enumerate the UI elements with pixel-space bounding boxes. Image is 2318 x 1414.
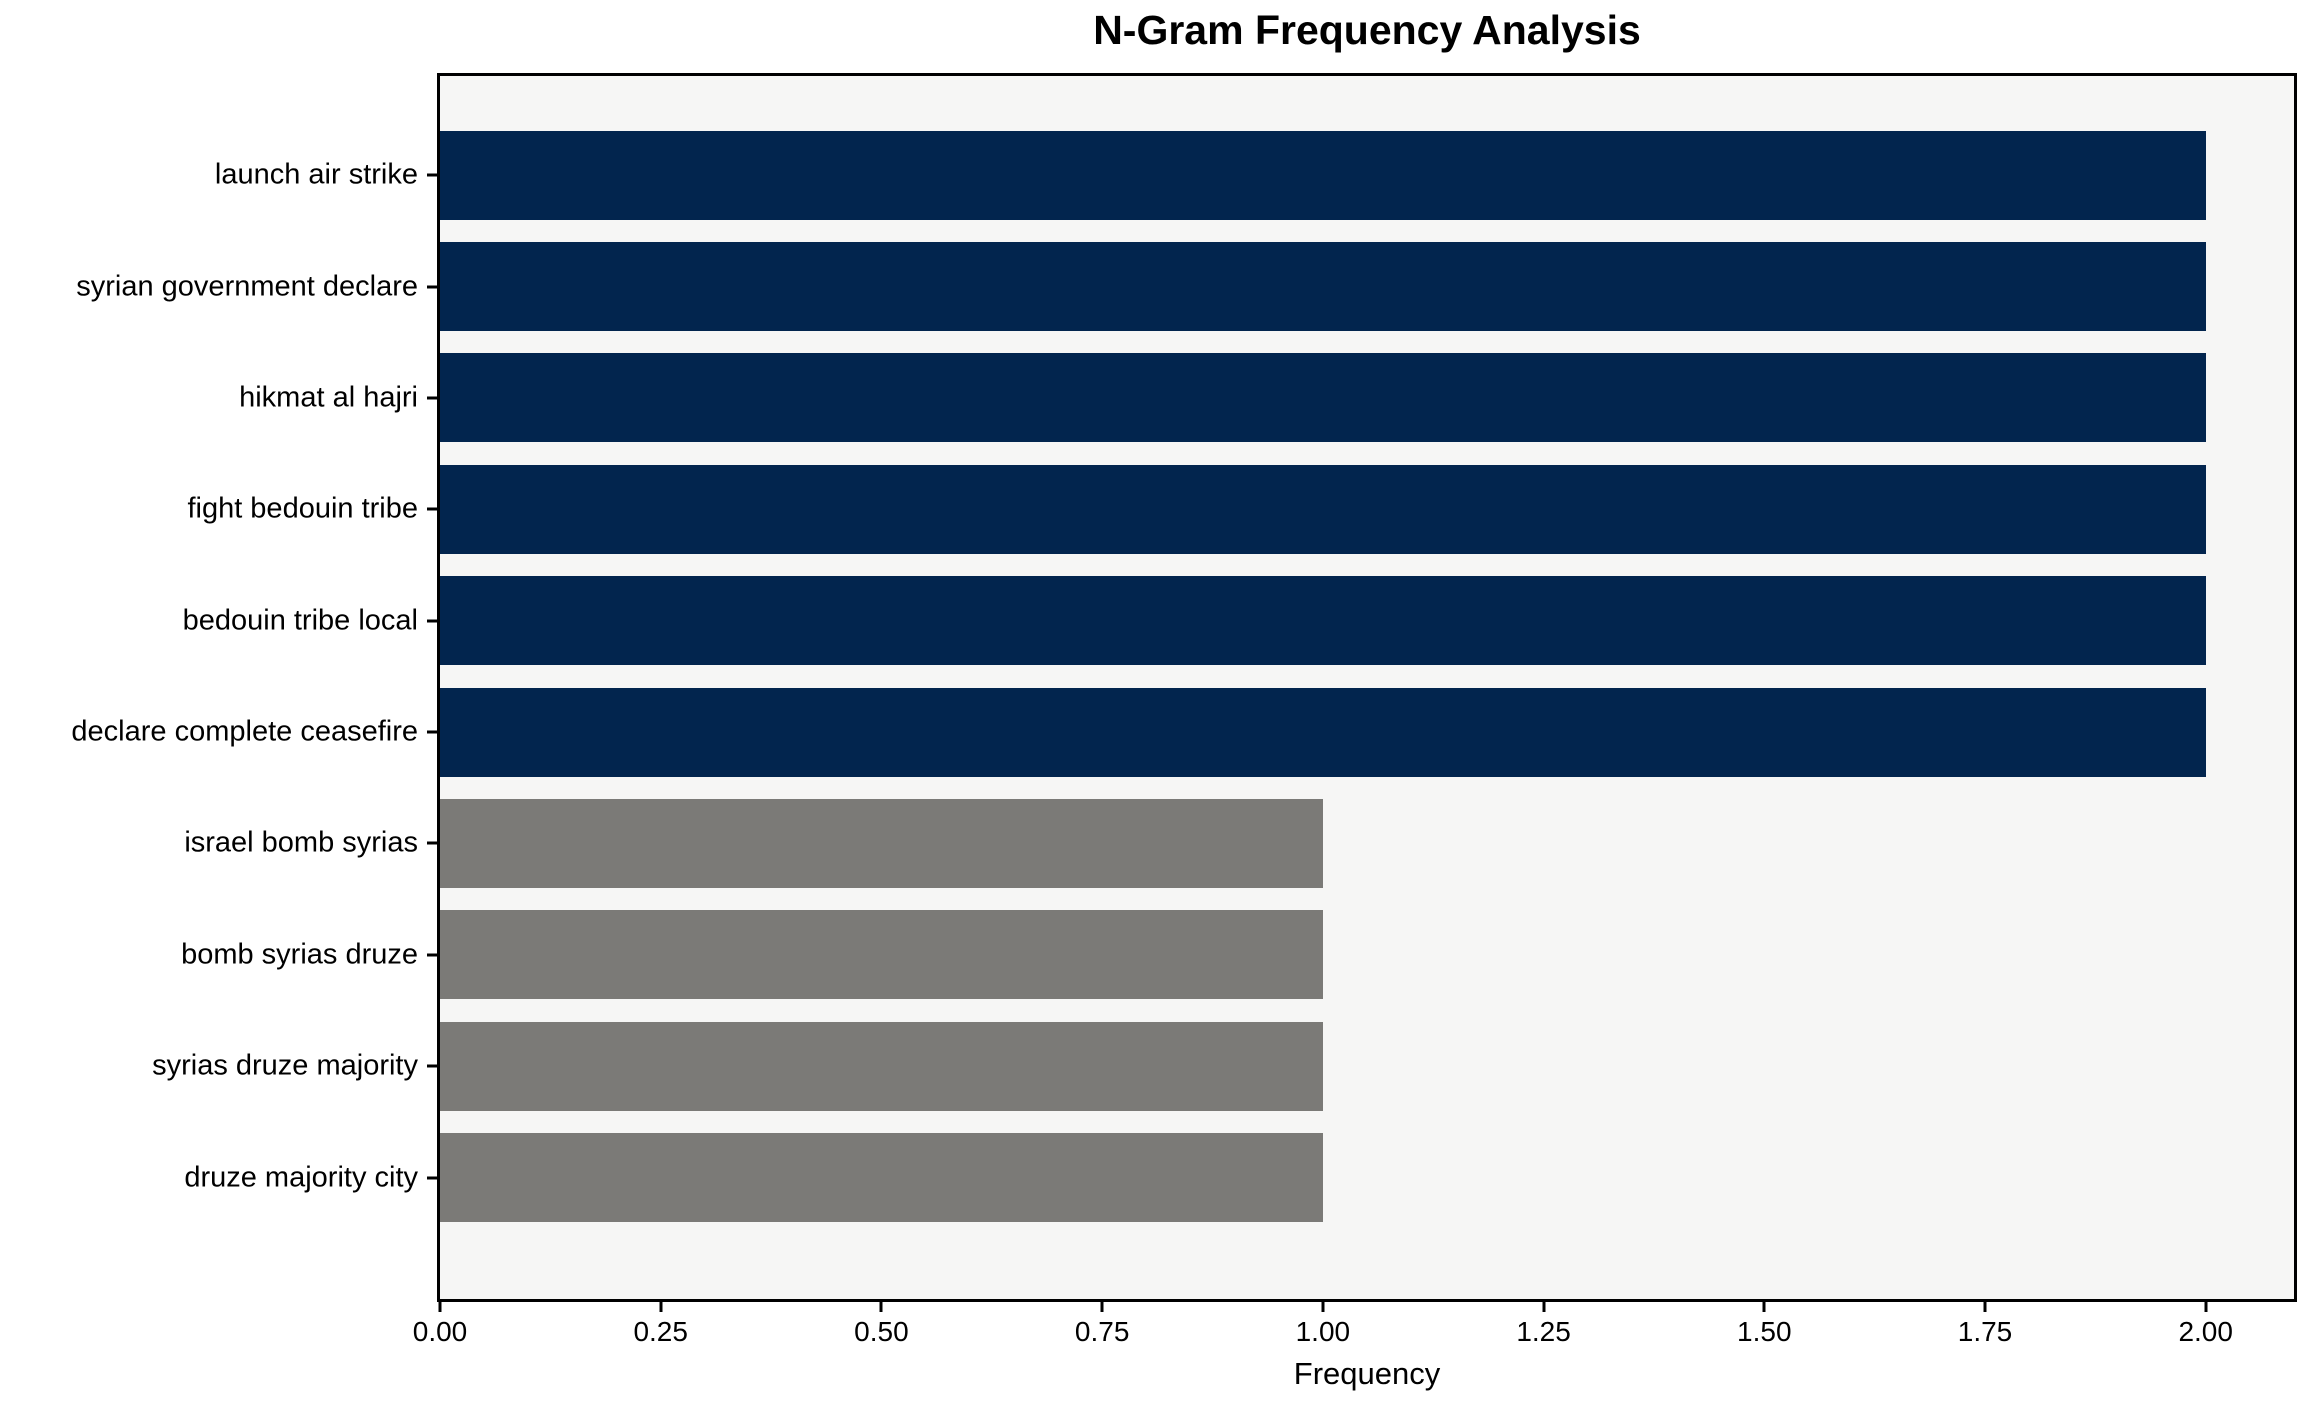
bar-druze-majority-city xyxy=(440,1133,1323,1223)
x-tick-label: 0.50 xyxy=(854,1316,909,1347)
bar-bedouin-tribe-local xyxy=(440,576,2206,666)
x-tick xyxy=(659,1302,663,1312)
x-tick-label: 1.00 xyxy=(1295,1316,1351,1347)
y-tick-label: syrias druze majority xyxy=(152,1049,418,1082)
y-tick xyxy=(427,841,437,845)
y-tick xyxy=(427,173,437,177)
x-tick xyxy=(1983,1302,1987,1312)
x-tick-label: 0.75 xyxy=(1074,1316,1130,1347)
bar-declare-complete-ceasefire xyxy=(440,687,2206,777)
bar-israel-bomb-syrias xyxy=(440,798,1323,888)
bar-hikmat-al-hajri xyxy=(440,353,2206,443)
bar-fight-bedouin-tribe xyxy=(440,464,2206,554)
bar-syrian-government-declare xyxy=(440,241,2206,332)
x-tick-label: 1.25 xyxy=(1516,1316,1571,1347)
bar-bomb-syrias-druze xyxy=(440,910,1323,1000)
chart-title: N-Gram Frequency Analysis xyxy=(1093,7,1641,53)
y-tick xyxy=(427,1064,437,1068)
y-tick-label: launch air strike xyxy=(214,158,418,191)
y-tick-label: bomb syrias druze xyxy=(181,938,418,971)
x-tick-label: 1.50 xyxy=(1737,1316,1792,1347)
x-tick-label: 1.75 xyxy=(1957,1316,2013,1347)
y-tick xyxy=(427,396,437,400)
x-tick-label: 0.00 xyxy=(412,1316,468,1347)
x-tick xyxy=(1542,1302,1546,1312)
y-tick-label: declare complete ceasefire xyxy=(71,715,418,748)
y-tick xyxy=(427,953,437,957)
x-tick xyxy=(438,1302,442,1312)
y-tick xyxy=(427,507,437,511)
y-tick-label: bedouin tribe local xyxy=(182,604,418,637)
y-tick xyxy=(427,1176,437,1180)
y-tick xyxy=(427,619,437,623)
x-tick xyxy=(1762,1302,1766,1312)
y-tick xyxy=(427,730,437,734)
bar-launch-air-strike xyxy=(440,130,2206,220)
x-tick-label: 0.25 xyxy=(633,1316,688,1347)
y-tick xyxy=(427,285,437,289)
x-tick xyxy=(879,1302,883,1312)
y-tick-label: hikmat al hajri xyxy=(239,381,418,414)
y-tick-label: syrian government declare xyxy=(76,270,418,303)
x-tick xyxy=(2204,1302,2208,1312)
x-axis-title: Frequency xyxy=(1293,1356,1441,1391)
y-tick-label: israel bomb syrias xyxy=(184,826,418,859)
plot-area: launch air strike syrian government decla… xyxy=(71,73,2297,1346)
x-tick-label: 2.00 xyxy=(2178,1316,2233,1347)
x-tick xyxy=(1100,1302,1104,1312)
x-tick xyxy=(1321,1302,1325,1312)
bar-syrias-druze-majority xyxy=(440,1021,1323,1111)
y-tick-label: fight bedouin tribe xyxy=(187,492,418,525)
y-tick-label: druze majority city xyxy=(184,1161,418,1194)
